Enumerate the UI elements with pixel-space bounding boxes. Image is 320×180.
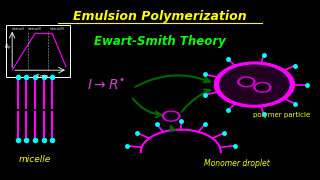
Circle shape (220, 65, 289, 104)
Circle shape (238, 77, 255, 87)
Bar (6, 25, 70, 77)
Circle shape (256, 84, 268, 91)
Text: Ewart-Smith Theory: Ewart-Smith Theory (94, 35, 226, 48)
Text: $Time$: $Time$ (35, 72, 49, 80)
Circle shape (165, 112, 178, 120)
Text: Emulsion Polymerization: Emulsion Polymerization (73, 10, 247, 23)
Circle shape (214, 62, 294, 107)
Text: Monomer droplet: Monomer droplet (204, 159, 270, 168)
Text: $R_p$: $R_p$ (4, 43, 12, 53)
Text: $I \rightarrow R^{\bullet}$: $I \rightarrow R^{\bullet}$ (86, 78, 125, 93)
Circle shape (240, 78, 252, 85)
Circle shape (254, 82, 271, 92)
Text: micelle: micelle (19, 155, 51, 164)
Text: interval I: interval I (12, 27, 25, 31)
Text: interval II: interval II (28, 27, 41, 31)
Text: interval III: interval III (50, 27, 64, 31)
Text: polymer particle: polymer particle (253, 112, 310, 118)
Circle shape (162, 111, 180, 121)
